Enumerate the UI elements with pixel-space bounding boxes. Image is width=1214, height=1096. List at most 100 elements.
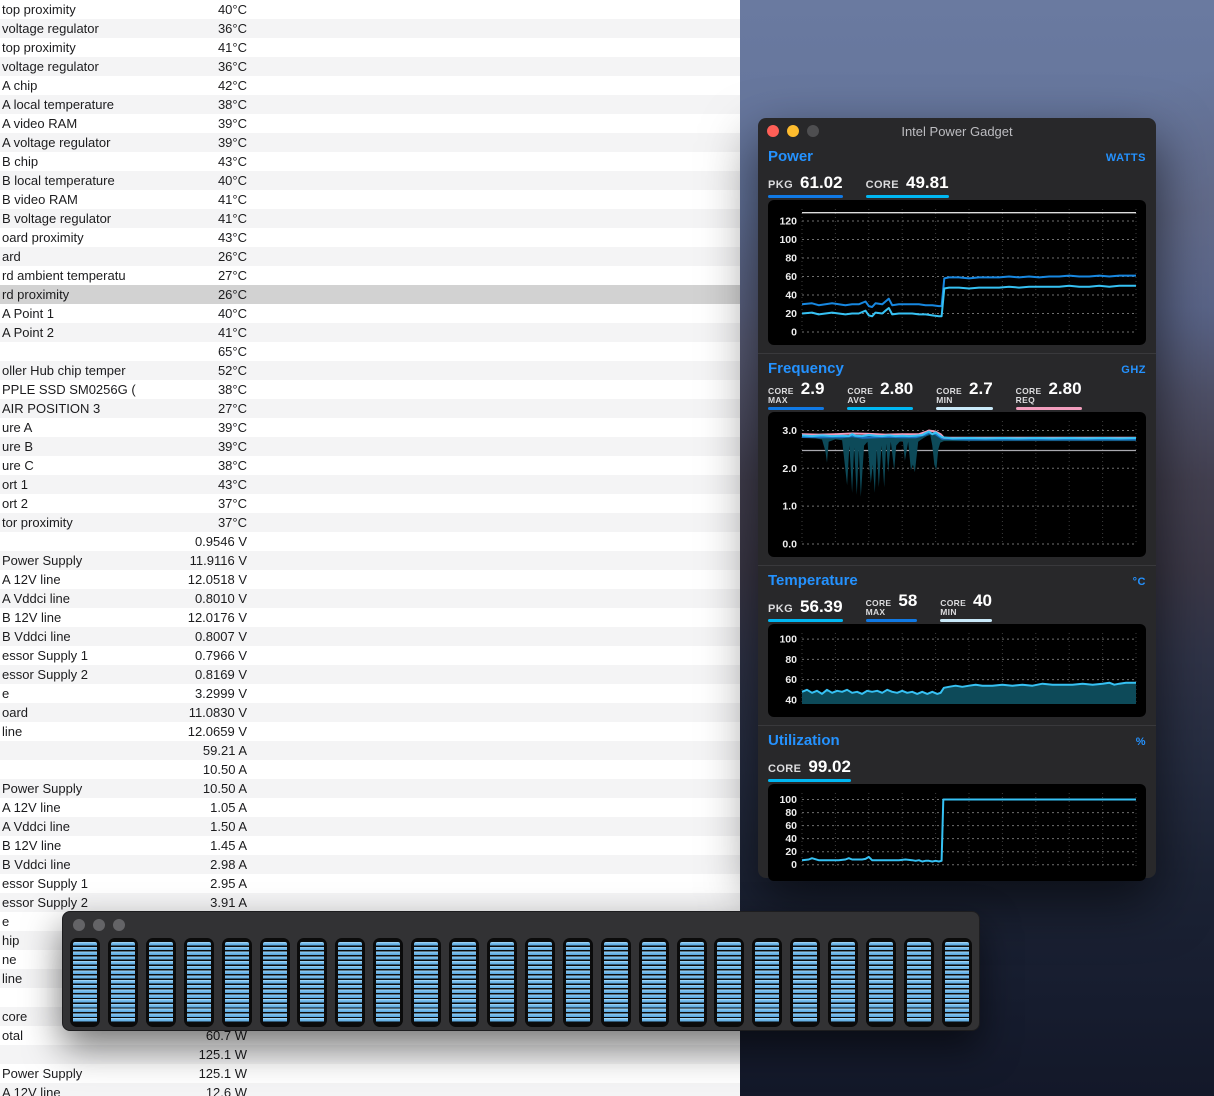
- sensor-label: e: [2, 686, 10, 701]
- sensor-value: 36°C: [217, 21, 247, 36]
- sensor-label: ard: [2, 249, 21, 264]
- table-row[interactable]: otal 60.7 W: [0, 1026, 740, 1045]
- sensor-label: A Vddci line: [2, 591, 70, 606]
- table-row[interactable]: ure B 39°C: [0, 437, 740, 456]
- table-row[interactable]: A Vddci line 1.50 A: [0, 817, 740, 836]
- table-row[interactable]: ort 1 43°C: [0, 475, 740, 494]
- table-row[interactable]: AIR POSITION 3 27°C: [0, 399, 740, 418]
- table-row[interactable]: 0.9546 V: [0, 532, 740, 551]
- sensor-value: 27°C: [217, 401, 247, 416]
- table-row[interactable]: top proximity 40°C: [0, 0, 740, 19]
- table-row[interactable]: B video RAM 41°C: [0, 190, 740, 209]
- table-row[interactable]: B local temperature 40°C: [0, 171, 740, 190]
- table-row[interactable]: Power Supply 11.9116 V: [0, 551, 740, 570]
- sensor-label: A 12V line: [2, 572, 61, 587]
- power-chart: 0 20 40 60 80 100 120: [779, 209, 1137, 339]
- metric-core: CORE 49.81: [865, 173, 961, 198]
- table-row[interactable]: A Vddci line 0.8010 V: [0, 589, 740, 608]
- zoom-button[interactable]: [807, 125, 819, 137]
- metric-value: 58: [898, 591, 918, 610]
- table-row[interactable]: B Vddci line 2.98 A: [0, 855, 740, 874]
- table-row[interactable]: B chip 43°C: [0, 152, 740, 171]
- table-row[interactable]: essor Supply 2 3.91 A: [0, 893, 740, 912]
- table-row[interactable]: ure C 38°C: [0, 456, 740, 475]
- table-row[interactable]: voltage regulator 36°C: [0, 19, 740, 38]
- table-row[interactable]: rd proximity 26°C: [0, 285, 740, 304]
- table-row[interactable]: essor Supply 1 2.95 A: [0, 874, 740, 893]
- table-row[interactable]: 59.21 A: [0, 741, 740, 760]
- minimize-button[interactable]: [787, 125, 799, 137]
- section-title: Frequency: [768, 360, 844, 377]
- close-button[interactable]: [73, 918, 85, 931]
- section-power: Power WATTS PKG 61.02 CORE 49.81 0 20 40 60 80 100 1…: [758, 144, 1156, 345]
- table-row[interactable]: 10.50 A: [0, 760, 740, 779]
- sensor-value: 1.50 A: [210, 819, 247, 834]
- table-row[interactable]: A video RAM 39°C: [0, 114, 740, 133]
- table-row[interactable]: ard 26°C: [0, 247, 740, 266]
- table-row[interactable]: B voltage regulator 41°C: [0, 209, 740, 228]
- svg-text:40: 40: [785, 833, 797, 845]
- sensor-value: 12.0518 V: [187, 572, 247, 587]
- table-row[interactable]: A Point 2 41°C: [0, 323, 740, 342]
- table-row[interactable]: line 12.0659 V: [0, 722, 740, 741]
- sensor-label: ne: [2, 952, 17, 967]
- zoom-button[interactable]: [113, 918, 125, 931]
- table-row[interactable]: PPLE SSD SM0256G (38°C: [0, 380, 740, 399]
- table-row[interactable]: A Point 1 40°C: [0, 304, 740, 323]
- window-title: Intel Power Gadget: [901, 123, 1013, 139]
- sensor-label: e: [2, 914, 10, 929]
- sensor-label: essor Supply 2: [2, 895, 88, 910]
- table-row[interactable]: voltage regulator 36°C: [0, 57, 740, 76]
- sensor-value: 2.98 A: [210, 857, 247, 872]
- table-row[interactable]: A chip 42°C: [0, 76, 740, 95]
- section-divider: [758, 725, 1156, 726]
- close-button[interactable]: [767, 125, 779, 137]
- metric-underline: [865, 195, 949, 198]
- table-row[interactable]: 125.1 W: [0, 1045, 740, 1064]
- table-row[interactable]: oller Hub chip temper 52°C: [0, 361, 740, 380]
- table-row[interactable]: rd ambient temperatu 27°C: [0, 266, 740, 285]
- table-row[interactable]: essor Supply 2 0.8169 V: [0, 665, 740, 684]
- table-row[interactable]: A 12V line 12.6 W: [0, 1083, 740, 1096]
- sensor-value: 41°C: [217, 192, 247, 207]
- table-row[interactable]: ure A 39°C: [0, 418, 740, 437]
- sensor-value: 36°C: [217, 59, 247, 74]
- gadget-sections: Power WATTS PKG 61.02 CORE 49.81 0 20 40 60 80 100 1…: [758, 144, 1156, 881]
- table-row[interactable]: 65°C: [0, 342, 740, 361]
- core-meter-bar-fill: [944, 942, 969, 1023]
- sensor-label: voltage regulator: [2, 21, 99, 36]
- table-row[interactable]: ne: [0, 950, 740, 969]
- table-row[interactable]: A 12V line 12.0518 V: [0, 570, 740, 589]
- table-row[interactable]: e: [0, 912, 740, 931]
- core-meter-bar: [638, 938, 669, 1027]
- metric-underline: [940, 619, 992, 622]
- table-row[interactable]: Power Supply 125.1 W: [0, 1064, 740, 1083]
- svg-text:3.0: 3.0: [782, 425, 797, 437]
- table-row[interactable]: Power Supply 10.50 A: [0, 779, 740, 798]
- table-row[interactable]: B 12V line 1.45 A: [0, 836, 740, 855]
- minimize-button[interactable]: [93, 918, 105, 931]
- chart-box: 0 20 40 60 80 100: [768, 784, 1146, 881]
- svg-text:20: 20: [785, 846, 797, 858]
- table-row[interactable]: top proximity 41°C: [0, 38, 740, 57]
- table-row[interactable]: A local temperature 38°C: [0, 95, 740, 114]
- core-meter-bar: [221, 938, 252, 1027]
- sensor-label: B chip: [2, 154, 39, 169]
- core-meter-bar: [524, 938, 555, 1027]
- table-row[interactable]: A 12V line 1.05 A: [0, 798, 740, 817]
- svg-text:40: 40: [785, 290, 797, 302]
- table-row[interactable]: oard proximity 43°C: [0, 228, 740, 247]
- sensor-value: 10.50 A: [202, 781, 247, 796]
- sensor-value: 59.21 A: [202, 743, 247, 758]
- table-row[interactable]: ort 2 37°C: [0, 494, 740, 513]
- table-row[interactable]: A voltage regulator 39°C: [0, 133, 740, 152]
- table-row[interactable]: tor proximity 37°C: [0, 513, 740, 532]
- table-row[interactable]: e 3.2999 V: [0, 684, 740, 703]
- core-meter-bar-fill: [73, 942, 97, 1023]
- table-row[interactable]: essor Supply 1 0.7966 V: [0, 646, 740, 665]
- table-row[interactable]: B Vddci line 0.8007 V: [0, 627, 740, 646]
- svg-text:0: 0: [791, 859, 797, 871]
- table-row[interactable]: B 12V line 12.0176 V: [0, 608, 740, 627]
- core-meter-bar-fill: [869, 942, 894, 1023]
- table-row[interactable]: oard 11.0830 V: [0, 703, 740, 722]
